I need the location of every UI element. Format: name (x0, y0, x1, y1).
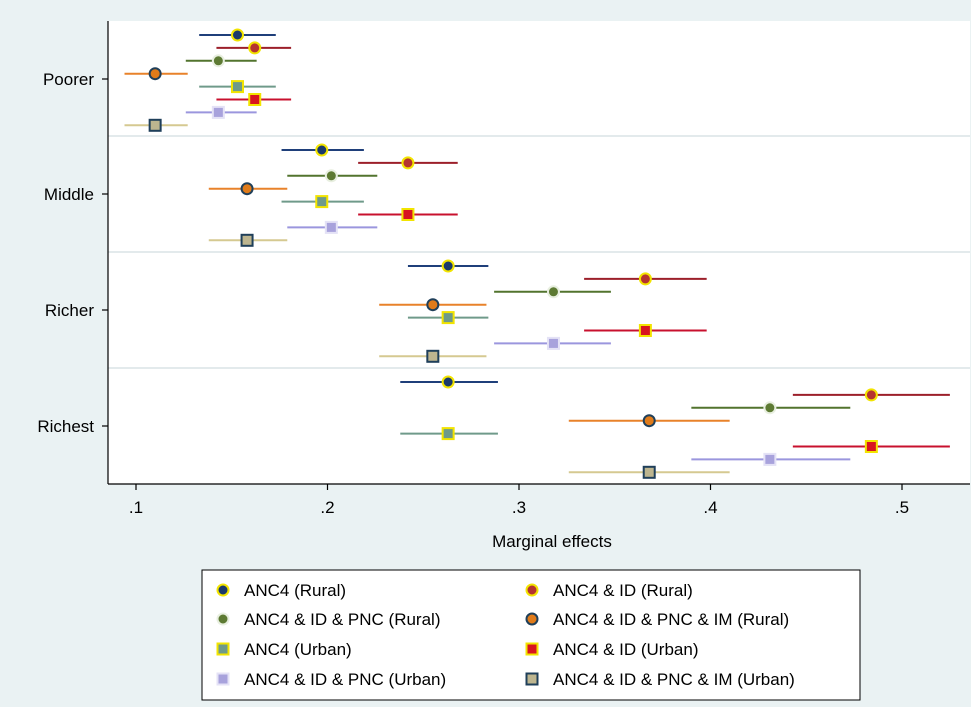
legend-marker (525, 642, 539, 656)
point-marker (315, 143, 329, 157)
point-marker (441, 375, 455, 389)
legend-marker (525, 612, 539, 626)
legend-item: ANC4 & ID (Urban) (525, 640, 698, 659)
y-tick-label: Poorer (43, 70, 94, 89)
point-marker (638, 272, 652, 286)
series-group (216, 41, 950, 402)
square-marker (401, 208, 415, 221)
point-marker (211, 54, 225, 68)
legend-marker (525, 583, 539, 597)
square-marker (230, 80, 244, 94)
legend: ANC4 (Rural) ANC4 & ID (Rural) ANC4 & ID &… (201, 569, 861, 701)
square-marker (426, 349, 440, 363)
legend-item: ANC4 & ID & PNC & IM (Rural) (525, 610, 789, 629)
series-group (216, 93, 950, 453)
square-marker (441, 427, 455, 441)
series-group (124, 67, 730, 428)
legend-marker (216, 583, 230, 597)
point-marker (546, 285, 560, 299)
legend-item: ANC4 (Rural) (216, 581, 346, 600)
x-tick-label: .3 (512, 498, 526, 517)
point-marker (240, 182, 254, 196)
square-marker (211, 105, 225, 119)
grid-lines (108, 135, 970, 369)
point-marker (324, 169, 338, 183)
legend-marker (216, 612, 230, 626)
series-group (185, 105, 851, 466)
series-group (199, 28, 498, 389)
square-marker (546, 336, 560, 350)
legend-marker (216, 672, 230, 686)
point-marker (441, 259, 455, 273)
x-tick-label: .2 (320, 498, 334, 517)
point-marker (763, 401, 777, 415)
square-marker (248, 93, 262, 106)
legend-item: ANC4 & ID & PNC (Rural) (216, 610, 440, 629)
y-tick-label: Middle (44, 185, 94, 204)
legend-label: ANC4 & ID & PNC & IM (Rural) (553, 610, 789, 629)
point-marker (426, 298, 440, 312)
legend-item: ANC4 & ID & PNC & IM (Urban) (525, 670, 795, 689)
legend-label: ANC4 & ID (Rural) (553, 581, 693, 600)
square-marker (638, 324, 652, 337)
legend-label: ANC4 & ID (Urban) (553, 640, 698, 659)
axes: .1 .2 .3 .4 .5 Poorer Middle Richer Richest (37, 21, 970, 517)
x-axis-title: Marginal effects (492, 532, 612, 551)
point-marker (248, 41, 262, 55)
legend-marker (216, 642, 230, 656)
point-marker (642, 414, 656, 428)
legend-item: ANC4 & ID (Rural) (525, 581, 693, 600)
square-marker (763, 452, 777, 466)
legend-label: ANC4 & ID & PNC (Rural) (244, 610, 440, 629)
point-marker (401, 156, 415, 170)
series-group (185, 54, 851, 415)
square-marker (240, 233, 254, 247)
legend-item: ANC4 (Urban) (216, 640, 352, 659)
square-marker (642, 465, 656, 479)
square-marker (148, 118, 162, 132)
point-marker (230, 28, 244, 42)
point-marker (148, 67, 162, 81)
legend-marker (525, 672, 539, 686)
point-marker (864, 388, 878, 402)
x-tick-label: .4 (703, 498, 717, 517)
legend-item: ANC4 & ID & PNC (Urban) (216, 670, 446, 689)
data-series (124, 28, 950, 479)
square-marker (324, 220, 338, 234)
series-group (124, 118, 730, 479)
square-marker (864, 440, 878, 453)
legend-label: ANC4 (Urban) (244, 640, 352, 659)
legend-label: ANC4 & ID & PNC & IM (Urban) (553, 670, 795, 689)
legend-label: ANC4 (Rural) (244, 581, 346, 600)
y-tick-label: Richest (37, 417, 94, 436)
legend-label: ANC4 & ID & PNC (Urban) (244, 670, 446, 689)
y-tick-label: Richer (45, 301, 94, 320)
x-tick-label: .1 (129, 498, 143, 517)
series-group (199, 80, 498, 441)
square-marker (441, 311, 455, 325)
square-marker (315, 195, 329, 209)
x-tick-label: .5 (895, 498, 909, 517)
